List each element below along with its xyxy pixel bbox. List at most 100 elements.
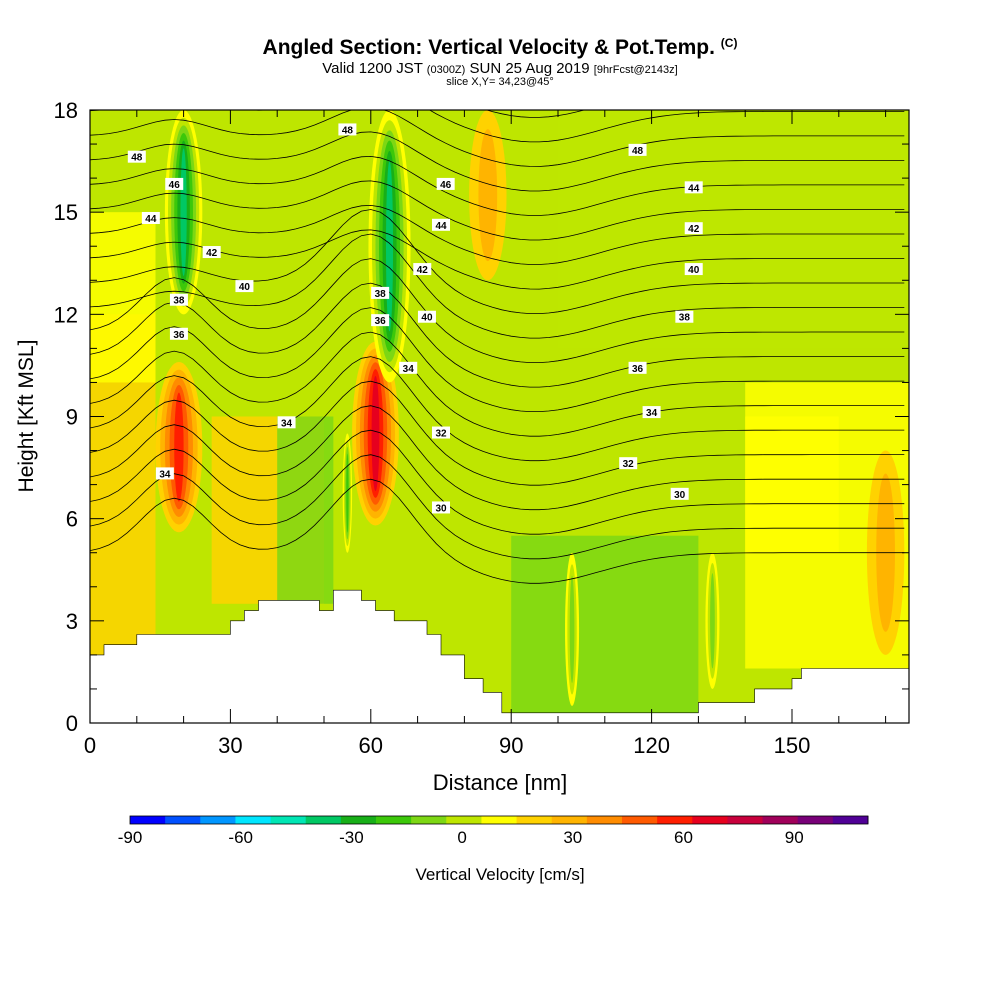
isentrope-label-bg [675, 310, 694, 323]
y-tick-label: 15 [54, 200, 78, 225]
isentrope-label-bg [413, 263, 432, 276]
subtitle-valid: Valid 1200 JST [322, 60, 423, 77]
isentrope-label-bg [684, 181, 703, 194]
isentrope-line [90, 131, 905, 192]
isentrope-label-bg [202, 246, 221, 259]
isentrope-label-text: 32 [435, 429, 447, 440]
isentrope-label: 40 [417, 310, 436, 324]
downdraft [346, 453, 349, 533]
colorbar-tick-label: -90 [118, 828, 143, 847]
chart-title: Angled Section: Vertical Velocity & Pot.… [0, 36, 1000, 60]
isentrope-label-text: 48 [131, 153, 143, 164]
isentropes [90, 110, 905, 584]
colorbar-swatch [270, 816, 307, 824]
isentrope-label-text: 30 [674, 490, 686, 501]
colorbar-swatch [692, 816, 728, 824]
updraft [174, 392, 184, 502]
isentrope-label: 48 [338, 123, 357, 136]
isentrope-label-text: 48 [632, 146, 644, 157]
isentrope-line [90, 405, 905, 511]
x-tick-label: 90 [499, 733, 523, 758]
isentrope-label-bg [127, 150, 146, 163]
isentrope-label-bg [169, 293, 188, 306]
colorbar [129, 815, 869, 825]
x-tick-labels: 0 30 60 90 120 150 [84, 733, 810, 758]
isentrope-label: 30 [432, 501, 450, 514]
isentrope-label-text: 40 [421, 313, 433, 324]
isentrope-label: 32 [432, 426, 450, 440]
isentrope-label-bg [670, 487, 689, 500]
colorbar-swatch [200, 816, 236, 824]
isentrope-label: 42 [202, 246, 221, 259]
isentrope-line [485, 110, 586, 118]
x-tick-label: 60 [359, 733, 383, 758]
isentrope-label-text: 34 [159, 469, 171, 480]
colorbar-swatch [762, 816, 799, 824]
isentrope-label: 30 [670, 487, 689, 501]
isentrope-line [90, 258, 905, 363]
isentrope-line [90, 454, 905, 560]
isentrope-line [90, 209, 905, 314]
isentrope-label-bg [642, 406, 661, 419]
isentrope-label: 34 [155, 467, 174, 480]
colorbar-frame [129, 815, 869, 825]
isentrope-label-bg [235, 280, 254, 293]
colorbar-swatch [446, 816, 482, 824]
colorbar-tick-labels: -90 -60 -30 0 30 60 90 [118, 828, 804, 847]
isentrope-label-text: 34 [646, 408, 658, 419]
colorbar-swatch [130, 816, 166, 824]
isentrope-label: 34 [277, 416, 296, 429]
isentrope-label: 44 [141, 211, 160, 225]
isentrope-label-bg [628, 361, 647, 374]
isentrope-label-text: 42 [206, 248, 218, 259]
isentrope-label-text: 44 [435, 221, 447, 232]
velocity-band [558, 110, 909, 349]
y-tick-labels: 0 3 6 9 12 15 18 [54, 98, 78, 736]
isentrope-label: 34 [399, 361, 418, 375]
isentrope-label-text: 38 [375, 289, 387, 300]
isentrope-label-text: 44 [688, 183, 700, 194]
isentrope-label-bg [628, 143, 647, 156]
isentrope-line [90, 180, 905, 241]
isentrope-label-text: 36 [173, 330, 185, 341]
isentrope-labels: 48 46 44 42 40 38 36 34 34 48 46 44 42 40 38 36 34 32 30 48… [127, 123, 703, 514]
isentrope-label: 48 [127, 150, 146, 164]
subtitle-forecast: [9hrFcst@2143z] [593, 64, 678, 76]
isentrope-line [90, 331, 905, 437]
isentrope-label-bg [141, 211, 160, 224]
isentrope-label-text: 38 [679, 313, 691, 324]
chart-subtitle: Valid 1200 JST (0300Z) SUN 25 Aug 2019 [… [0, 60, 1000, 77]
downdraft [569, 575, 575, 683]
isentrope-label: 32 [619, 457, 638, 470]
colorbar-tick-label: 90 [785, 828, 804, 847]
y-tick-label: 3 [66, 609, 78, 634]
colorbar-swatch [340, 816, 377, 824]
plot-area: 48 46 44 42 40 38 36 34 34 48 46 44 42 40 38 36 34 32 30 48… [90, 110, 909, 723]
y-tick-label: 0 [66, 711, 78, 736]
isentrope-label-bg [432, 426, 450, 439]
isentrope-label: 46 [436, 177, 455, 191]
isentrope-line [90, 478, 905, 584]
isentrope-label-text: 34 [403, 364, 415, 375]
downdraft [710, 573, 715, 669]
isentrope-label-text: 44 [145, 214, 157, 225]
isentrope-label-text: 40 [239, 282, 251, 293]
isentrope-label-bg [165, 177, 184, 190]
isentrope-label-bg [684, 222, 703, 235]
y-tick-label: 9 [66, 405, 78, 430]
colorbar-swatch [376, 816, 412, 824]
colorbar-swatch [411, 816, 447, 824]
velocity-band [511, 535, 699, 713]
isentrope-line [90, 110, 905, 143]
isentrope-label-bg [169, 327, 188, 340]
isentrope-label: 40 [684, 263, 703, 276]
x-tick-label: 120 [633, 733, 670, 758]
isentrope-label-text: 40 [688, 265, 700, 276]
isentrope-line [90, 380, 905, 486]
isentrope-label-text: 36 [632, 364, 644, 375]
colorbar-tick-label: 60 [674, 828, 693, 847]
isentrope-label: 36 [371, 314, 390, 327]
isentrope-label-bg [371, 286, 390, 299]
isentrope-label-bg [436, 177, 455, 190]
axis-ticks [89, 109, 909, 724]
